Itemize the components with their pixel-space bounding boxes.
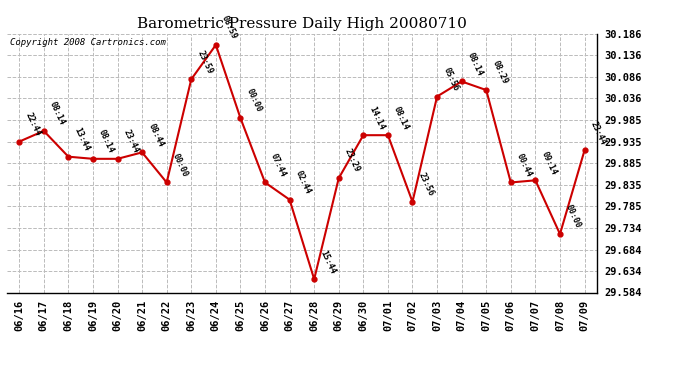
Text: 08:29: 08:29 bbox=[491, 59, 509, 86]
Text: 09:14: 09:14 bbox=[540, 150, 558, 176]
Text: 15:44: 15:44 bbox=[318, 249, 337, 275]
Text: 00:44: 00:44 bbox=[515, 152, 533, 178]
Text: 22:44: 22:44 bbox=[23, 111, 42, 138]
Text: 23:44: 23:44 bbox=[589, 120, 607, 146]
Text: 23:44: 23:44 bbox=[121, 128, 140, 154]
Text: 23:56: 23:56 bbox=[417, 171, 435, 198]
Text: 13:44: 13:44 bbox=[72, 126, 91, 153]
Text: 02:44: 02:44 bbox=[294, 169, 313, 195]
Text: 08:44: 08:44 bbox=[146, 122, 165, 148]
Text: 00:00: 00:00 bbox=[171, 152, 190, 178]
Text: 07:44: 07:44 bbox=[269, 152, 288, 178]
Text: Copyright 2008 Cartronics.com: Copyright 2008 Cartronics.com bbox=[10, 38, 166, 46]
Text: 05:56: 05:56 bbox=[441, 66, 460, 92]
Text: 08:14: 08:14 bbox=[48, 100, 67, 127]
Text: 00:00: 00:00 bbox=[564, 203, 583, 230]
Text: 23:29: 23:29 bbox=[343, 147, 362, 174]
Text: 08:59: 08:59 bbox=[220, 14, 239, 41]
Text: 00:00: 00:00 bbox=[244, 87, 264, 114]
Text: 08:14: 08:14 bbox=[466, 51, 484, 77]
Text: 08:14: 08:14 bbox=[97, 128, 116, 154]
Text: 08:14: 08:14 bbox=[392, 105, 411, 131]
Title: Barometric Pressure Daily High 20080710: Barometric Pressure Daily High 20080710 bbox=[137, 17, 467, 31]
Text: 14:14: 14:14 bbox=[368, 105, 386, 131]
Text: 23:59: 23:59 bbox=[195, 49, 214, 75]
